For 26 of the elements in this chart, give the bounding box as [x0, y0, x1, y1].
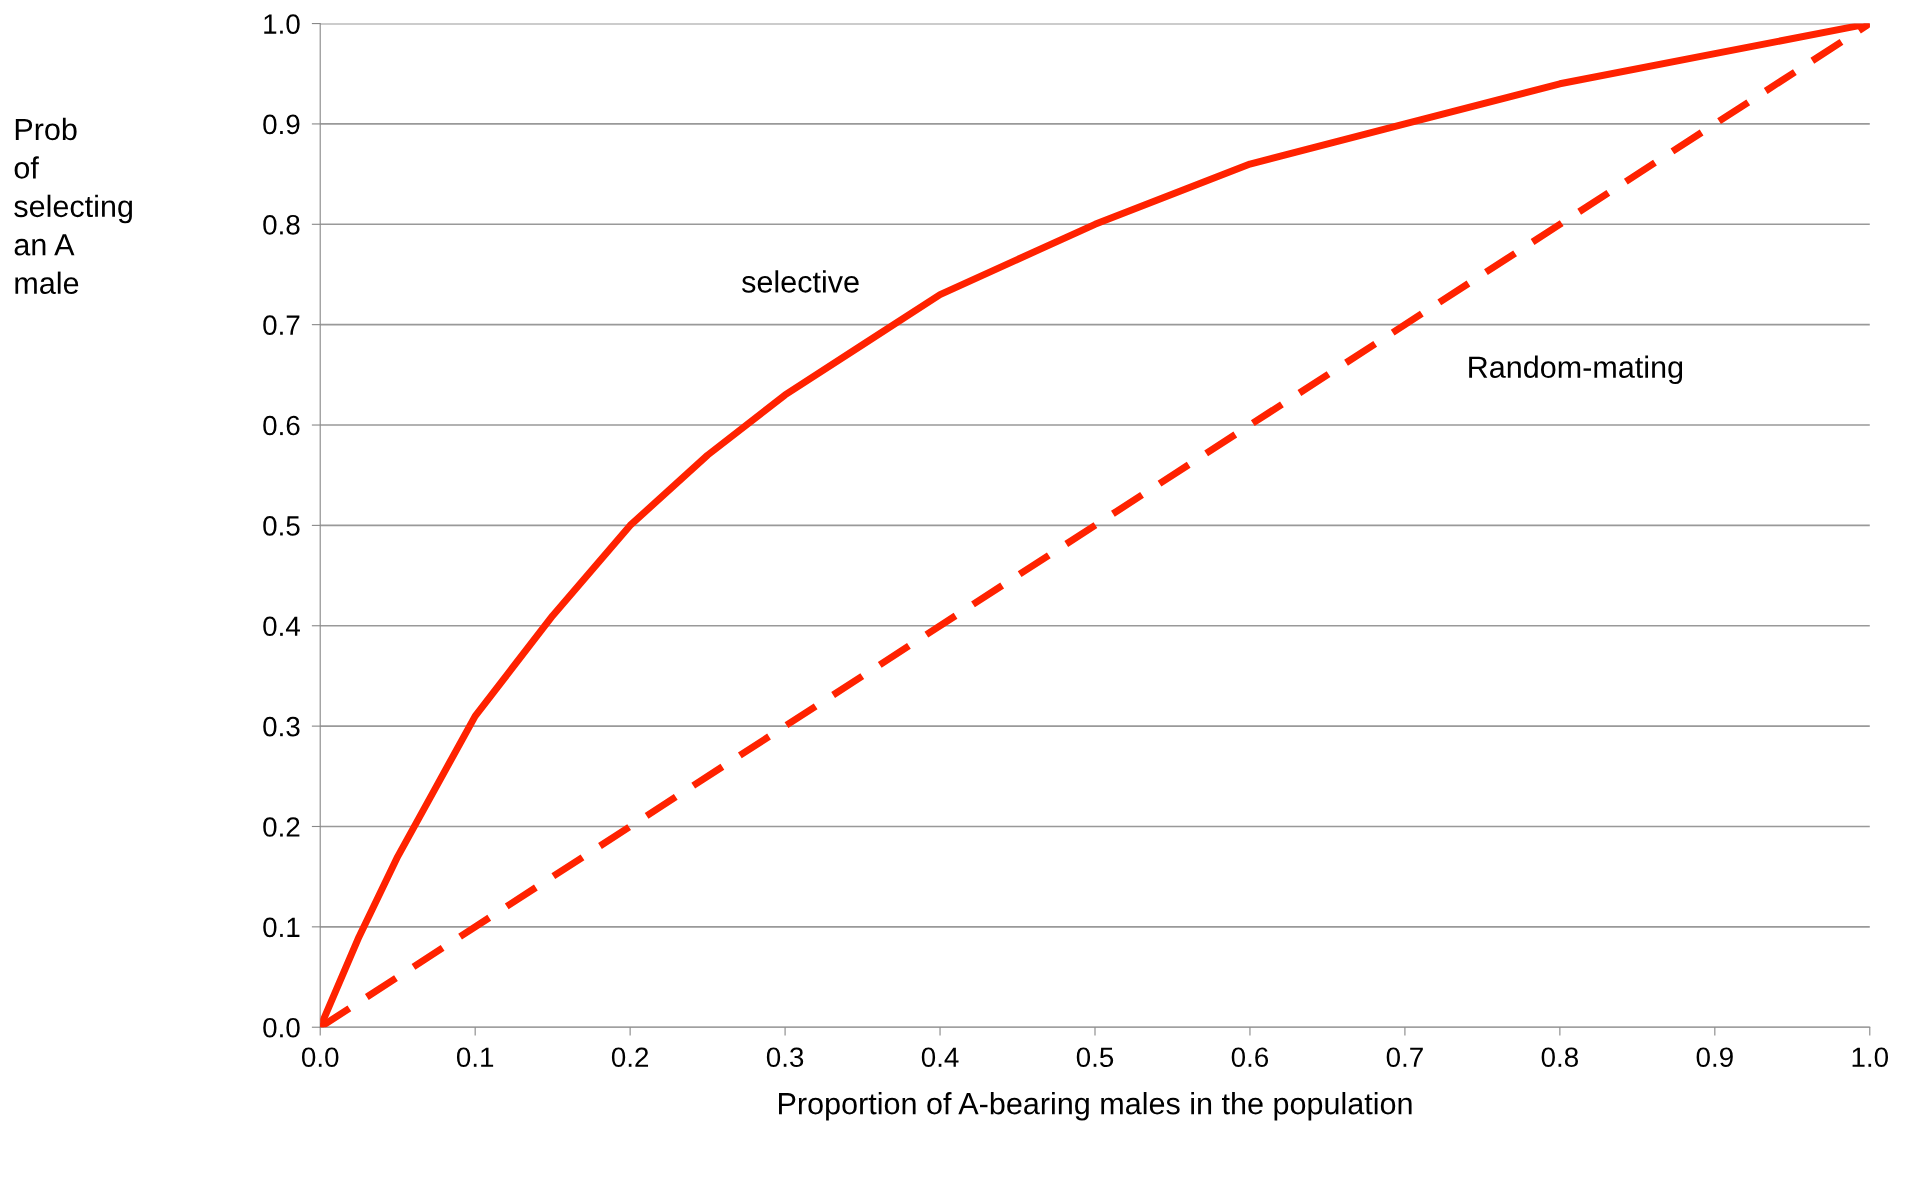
- x-axis-title: Proportion of A-bearing males in the population: [779, 1092, 1412, 1121]
- x-tick-label: 0.2: [611, 1047, 649, 1068]
- x-tick-label: 1.0: [1852, 1047, 1889, 1068]
- x-tick-label: 0.7: [1386, 1047, 1423, 1068]
- x-tick-label: 0.1: [456, 1047, 494, 1068]
- y-tick-label: 0.4: [263, 616, 300, 637]
- y-axis-title: Prob of selecting an A male: [14, 117, 132, 295]
- series-label: selective: [741, 270, 859, 293]
- y-tick-label: 0.7: [263, 315, 300, 335]
- series-label: Random-mating: [1469, 355, 1683, 385]
- y-tick-label: 0.8: [263, 214, 300, 235]
- y-tick-label: 0.6: [263, 415, 300, 436]
- y-tick-label: 1.0: [264, 14, 300, 34]
- x-tick-label: 0.3: [766, 1047, 804, 1068]
- y-tick-label: 0.3: [263, 716, 300, 737]
- x-tick-label: 0.8: [1541, 1047, 1578, 1068]
- x-tick-label: 0.4: [921, 1047, 959, 1068]
- x-tick-label: 0.6: [1231, 1047, 1269, 1068]
- y-tick-label: 0.0: [263, 1017, 300, 1038]
- y-tick-label: 0.1: [263, 917, 300, 938]
- x-tick-label: 0.0: [301, 1047, 339, 1068]
- y-tick-label: 0.2: [263, 817, 300, 837]
- y-tick-label: 0.9: [263, 114, 300, 135]
- x-tick-label: 0.5: [1076, 1047, 1114, 1068]
- x-tick-label: 0.9: [1696, 1047, 1733, 1068]
- y-tick-label: 0.5: [263, 516, 300, 536]
